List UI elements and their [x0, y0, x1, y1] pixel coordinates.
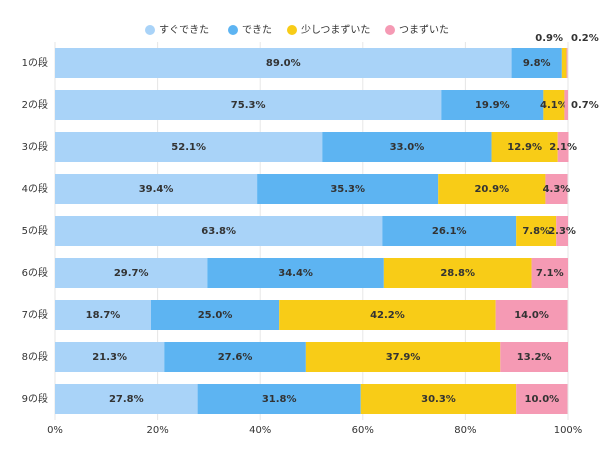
bar-segment [55, 384, 198, 414]
bar-segment [360, 384, 517, 414]
legend-label: できた [242, 24, 272, 36]
y-tick-label: 8の段 [22, 350, 48, 363]
value-label: 42.2% [370, 310, 405, 321]
value-label: 2.1% [549, 142, 577, 153]
bar-segment [566, 48, 568, 78]
value-label: 26.1% [432, 226, 467, 237]
bar-segment [197, 384, 361, 414]
value-label: 30.3% [421, 394, 456, 405]
bar-segment [55, 174, 258, 204]
value-label: 9.8% [523, 58, 551, 69]
value-label: 14.0% [514, 310, 549, 321]
value-label: 39.4% [139, 184, 174, 195]
bar-segment [500, 342, 568, 372]
legend-label: すぐできた [159, 24, 209, 36]
bar-segment [438, 174, 546, 204]
value-label: 10.0% [524, 394, 559, 405]
y-tick-label: 7の段 [22, 308, 48, 321]
bar-segment [55, 216, 383, 246]
bar-segment [164, 342, 306, 372]
x-tick-label: 0% [47, 425, 63, 436]
value-label: 75.3% [231, 100, 266, 111]
x-tick-label: 60% [352, 425, 374, 436]
value-label: 89.0% [266, 58, 301, 69]
bar-segment [511, 48, 562, 78]
value-label: 0.7% [571, 100, 599, 111]
value-label: 34.4% [278, 268, 313, 279]
bar-segment [441, 90, 544, 120]
value-label: 2.3% [548, 226, 576, 237]
value-label: 27.6% [218, 352, 253, 363]
value-label: 37.9% [386, 352, 421, 363]
bar-segment [55, 132, 323, 162]
bar-segment [279, 300, 496, 330]
bar-segment [322, 132, 492, 162]
bar-segment [564, 90, 568, 120]
legend-marker [385, 25, 395, 35]
value-label: 4.3% [543, 184, 571, 195]
bar-segment [55, 300, 151, 330]
bar-segment [495, 300, 568, 330]
bar-segment [382, 216, 517, 246]
bar-segment [257, 174, 439, 204]
value-label: 27.8% [109, 394, 144, 405]
value-label: 20.9% [474, 184, 509, 195]
x-tick-label: 40% [249, 425, 271, 436]
x-tick-label: 20% [146, 425, 168, 436]
y-tick-label: 5の段 [22, 224, 48, 237]
y-tick-label: 6の段 [22, 266, 48, 279]
bar-segment [545, 174, 568, 204]
value-label: 35.3% [330, 184, 365, 195]
value-label: 13.2% [517, 352, 552, 363]
bar-segment [516, 216, 557, 246]
value-label: 4.1% [540, 100, 568, 111]
y-tick-label: 2の段 [22, 98, 48, 111]
bar-segment [491, 132, 558, 162]
bar-segment [55, 48, 512, 78]
legend-marker [145, 25, 155, 35]
bar-segment [55, 258, 208, 288]
bar-segment [561, 48, 567, 78]
value-label: 25.0% [198, 310, 233, 321]
value-label: 63.8% [201, 226, 236, 237]
y-tick-label: 9の段 [22, 392, 48, 405]
bar-segment [531, 258, 568, 288]
legend-marker [287, 25, 297, 35]
value-label: 33.0% [390, 142, 425, 153]
bar-segment [543, 90, 565, 120]
bar-segment [55, 342, 165, 372]
legend-label: つまずいた [399, 24, 449, 36]
value-label: 28.8% [440, 268, 475, 279]
value-label: 18.7% [86, 310, 121, 321]
value-label: 0.2% [571, 33, 599, 44]
bar-segment [305, 342, 501, 372]
value-label: 12.9% [507, 142, 542, 153]
value-label: 21.3% [92, 352, 127, 363]
bar-segment [150, 300, 280, 330]
legend-label: 少しつまずいた [301, 24, 370, 36]
y-tick-label: 3の段 [22, 140, 48, 153]
bar-segment [516, 384, 568, 414]
x-tick-label: 80% [454, 425, 476, 436]
x-tick-label: 100% [554, 425, 583, 436]
y-tick-label: 1の段 [22, 56, 48, 69]
y-tick-label: 4の段 [22, 182, 48, 195]
bar-segment [383, 258, 532, 288]
value-label: 29.7% [114, 268, 149, 279]
value-label: 7.8% [522, 226, 550, 237]
value-label: 52.1% [171, 142, 206, 153]
value-label: 0.9% [535, 33, 563, 44]
value-label: 7.1% [536, 268, 564, 279]
value-label: 19.9% [475, 100, 510, 111]
bar-segment [207, 258, 384, 288]
legend-marker [228, 25, 238, 35]
bar-segment [556, 216, 568, 246]
bar-segment [55, 90, 442, 120]
value-label: 31.8% [262, 394, 297, 405]
bar-segment [557, 132, 569, 162]
